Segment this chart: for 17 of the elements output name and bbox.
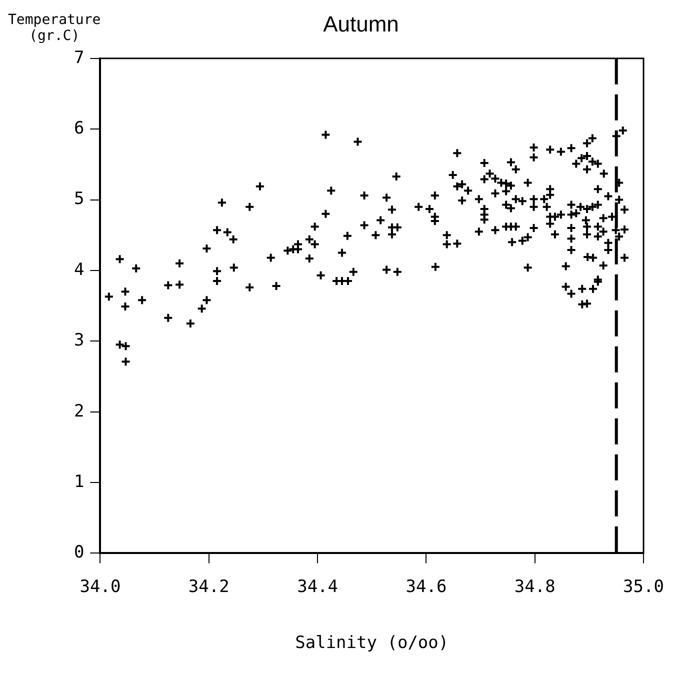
y-tick-label: 5 (74, 189, 84, 210)
x-tick-label: 35.0 (623, 576, 664, 597)
x-tick-label: 34.4 (297, 576, 338, 597)
y-tick-label: 3 (74, 330, 84, 351)
y-axis-title: Temperature (gr.C) (8, 12, 101, 44)
x-tick-label: 34.2 (188, 576, 230, 597)
x-tick-label: 34.0 (80, 576, 121, 597)
y-tick-label: 1 (74, 472, 84, 492)
y-tick-label: 4 (74, 260, 84, 280)
x-tick-label: 34.6 (406, 576, 447, 597)
y-tick-label: 0 (74, 542, 84, 563)
x-axis-title: Salinity (o/oo) (295, 633, 449, 654)
y-tick-label: 6 (74, 118, 84, 139)
chart-title: Autumn (323, 11, 399, 36)
y-tick-label: 7 (74, 48, 84, 68)
y-tick-label: 2 (74, 401, 84, 422)
x-tick-label: 34.8 (514, 576, 556, 597)
